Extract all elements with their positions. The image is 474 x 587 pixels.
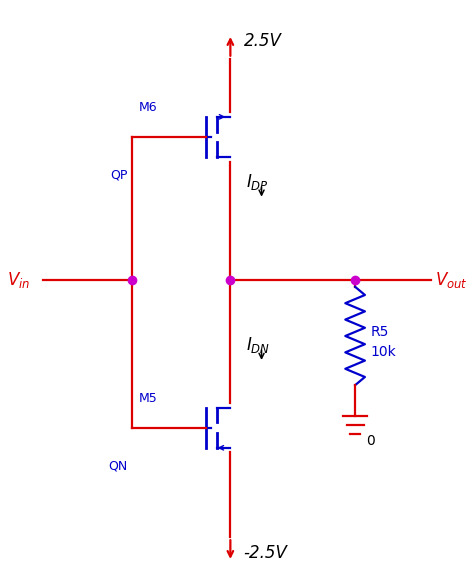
Text: 2.5V: 2.5V <box>244 32 282 50</box>
Text: $V_{in}$: $V_{in}$ <box>7 270 30 290</box>
Text: -2.5V: -2.5V <box>244 544 288 562</box>
Text: $V_{out}$: $V_{out}$ <box>435 270 468 290</box>
Text: QN: QN <box>109 459 128 472</box>
Text: $I_{DP}$: $I_{DP}$ <box>246 171 269 192</box>
Text: M5: M5 <box>139 392 158 405</box>
Text: R5: R5 <box>371 325 389 339</box>
Text: 10k: 10k <box>371 345 396 359</box>
Text: 0: 0 <box>366 434 375 448</box>
Text: M6: M6 <box>139 102 158 114</box>
Text: QP: QP <box>110 168 128 181</box>
Text: $I_{DN}$: $I_{DN}$ <box>246 335 270 355</box>
